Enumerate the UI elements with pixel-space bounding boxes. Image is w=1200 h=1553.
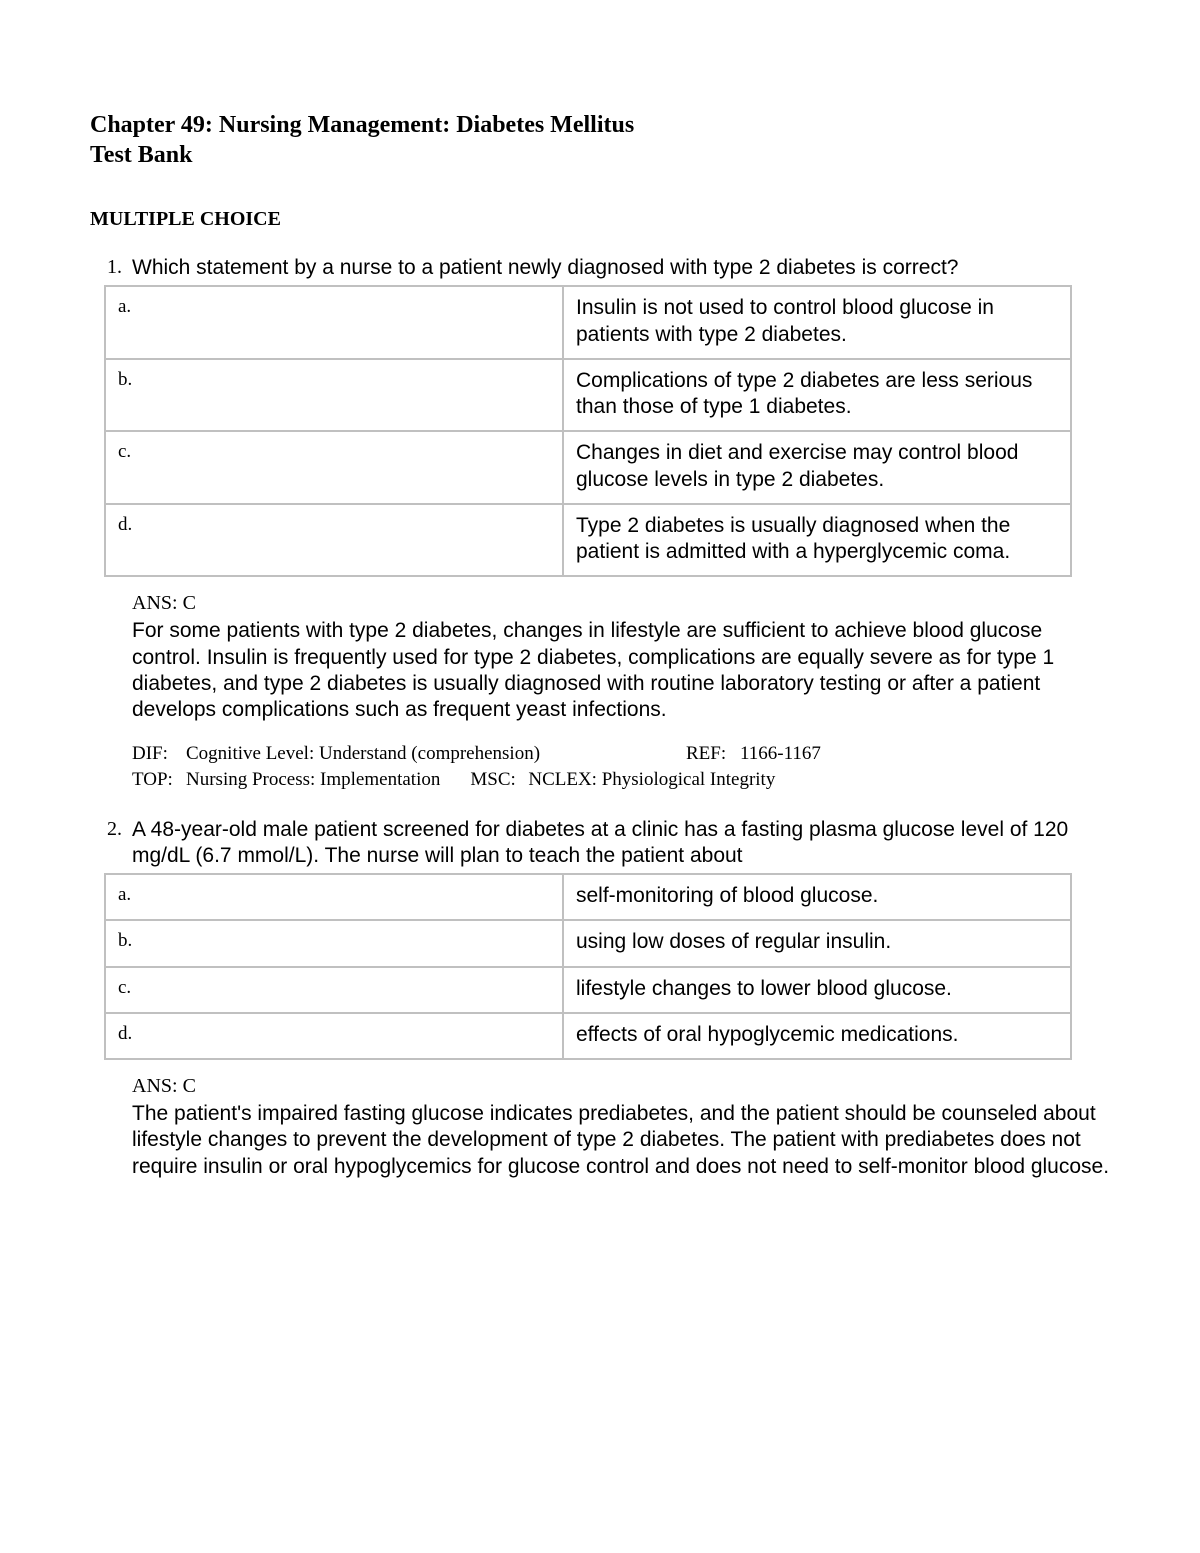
question-row: 2. A 48-year-old male patient screened f… bbox=[90, 817, 1110, 870]
question-row: 1. Which statement by a nurse to a patie… bbox=[90, 255, 1110, 281]
question-text: Which statement by a nurse to a patient … bbox=[132, 255, 1110, 281]
choice-text: effects of oral hypoglycemic medications… bbox=[563, 1013, 1071, 1059]
meta-row: DIF: Cognitive Level: Understand (compre… bbox=[132, 741, 1110, 767]
choice-text: lifestyle changes to lower blood glucose… bbox=[563, 967, 1071, 1013]
choice-text: Changes in diet and exercise may control… bbox=[563, 431, 1071, 504]
dif-value: Cognitive Level: Understand (comprehensi… bbox=[186, 741, 686, 767]
choice-letter: a. bbox=[105, 874, 563, 920]
table-row: b. Complications of type 2 diabetes are … bbox=[105, 359, 1071, 432]
top-value: Nursing Process: Implementation bbox=[186, 767, 470, 793]
table-row: c. Changes in diet and exercise may cont… bbox=[105, 431, 1071, 504]
meta-block: DIF: Cognitive Level: Understand (compre… bbox=[132, 741, 1110, 792]
question-number: 1. bbox=[90, 255, 132, 281]
answer-explanation: For some patients with type 2 diabetes, … bbox=[132, 618, 1110, 723]
answer-label: ANS: C bbox=[132, 1074, 1110, 1099]
table-row: d. effects of oral hypoglycemic medicati… bbox=[105, 1013, 1071, 1059]
answer-label: ANS: C bbox=[132, 591, 1110, 616]
choice-letter: a. bbox=[105, 286, 563, 359]
ref-label: REF: bbox=[686, 741, 740, 767]
msc-label: MSC: bbox=[470, 767, 528, 793]
choice-text: Complications of type 2 diabetes are les… bbox=[563, 359, 1071, 432]
meta-row: TOP: Nursing Process: Implementation MSC… bbox=[132, 767, 1110, 793]
top-label: TOP: bbox=[132, 767, 186, 793]
table-row: b. using low doses of regular insulin. bbox=[105, 920, 1071, 966]
choice-letter: b. bbox=[105, 920, 563, 966]
question-text: A 48-year-old male patient screened for … bbox=[132, 817, 1110, 870]
dif-label: DIF: bbox=[132, 741, 186, 767]
table-row: d. Type 2 diabetes is usually diagnosed … bbox=[105, 504, 1071, 577]
section-heading: MULTIPLE CHOICE bbox=[90, 208, 1110, 231]
answer-block: ANS: C The patient's impaired fasting gl… bbox=[132, 1074, 1110, 1180]
table-row: a. self-monitoring of blood glucose. bbox=[105, 874, 1071, 920]
table-row: c. lifestyle changes to lower blood gluc… bbox=[105, 967, 1071, 1013]
choice-letter: d. bbox=[105, 504, 563, 577]
choice-letter: d. bbox=[105, 1013, 563, 1059]
subtitle: Test Bank bbox=[90, 140, 1110, 170]
choices-table: a. self-monitoring of blood glucose. b. … bbox=[104, 873, 1072, 1060]
msc-value: NCLEX: Physiological Integrity bbox=[528, 767, 815, 793]
question-block: 2. A 48-year-old male patient screened f… bbox=[90, 817, 1110, 1180]
choice-text: using low doses of regular insulin. bbox=[563, 920, 1071, 966]
choice-letter: c. bbox=[105, 431, 563, 504]
choice-letter: c. bbox=[105, 967, 563, 1013]
question-number: 2. bbox=[90, 817, 132, 870]
choice-text: Insulin is not used to control blood glu… bbox=[563, 286, 1071, 359]
document-page: Chapter 49: Nursing Management: Diabetes… bbox=[0, 0, 1200, 1553]
choice-text: Type 2 diabetes is usually diagnosed whe… bbox=[563, 504, 1071, 577]
table-row: a. Insulin is not used to control blood … bbox=[105, 286, 1071, 359]
answer-explanation: The patient's impaired fasting glucose i… bbox=[132, 1101, 1110, 1180]
answer-block: ANS: C For some patients with type 2 dia… bbox=[132, 591, 1110, 723]
choices-table: a. Insulin is not used to control blood … bbox=[104, 285, 1072, 577]
question-block: 1. Which statement by a nurse to a patie… bbox=[90, 255, 1110, 793]
ref-value: 1166-1167 bbox=[740, 741, 861, 767]
chapter-title: Chapter 49: Nursing Management: Diabetes… bbox=[90, 110, 1110, 140]
choice-letter: b. bbox=[105, 359, 563, 432]
choice-text: self-monitoring of blood glucose. bbox=[563, 874, 1071, 920]
